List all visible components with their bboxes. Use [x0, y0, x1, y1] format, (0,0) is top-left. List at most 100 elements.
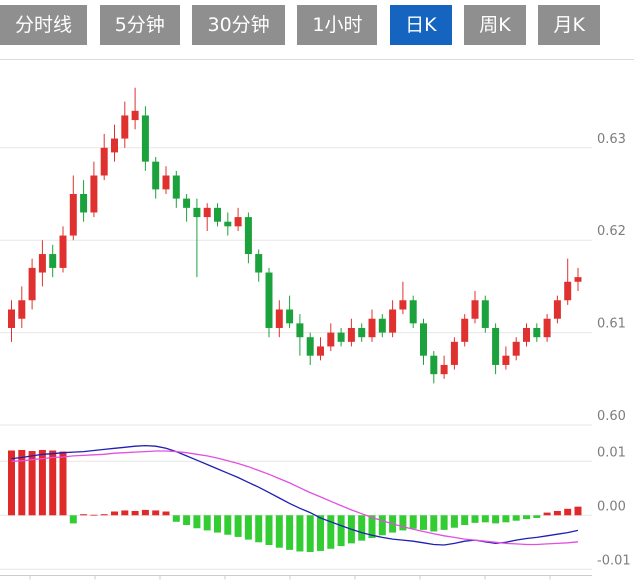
candle [533, 323, 541, 342]
candle-body [430, 355, 438, 375]
macd-bar [409, 515, 417, 529]
candle [461, 314, 469, 347]
macd-bar [358, 515, 366, 541]
macd-bar [553, 510, 561, 516]
candle-body [172, 175, 180, 199]
candle [471, 291, 479, 324]
tab-5分钟[interactable]: 5分钟 [99, 5, 180, 45]
candle-body [533, 327, 541, 338]
candle [162, 166, 170, 194]
candle [255, 249, 263, 282]
macd-bar [327, 515, 335, 549]
candle [111, 124, 118, 162]
candle-body [296, 323, 304, 338]
macd-bar [368, 515, 376, 538]
candle-body [59, 235, 67, 268]
candle [440, 355, 448, 379]
candle-body [131, 110, 139, 121]
candle-body [523, 327, 530, 342]
candle [203, 203, 211, 231]
candle-body [368, 318, 376, 338]
macd-bar [152, 510, 160, 516]
candle-body [28, 267, 36, 301]
candle [409, 295, 417, 328]
macd-bar [183, 515, 191, 526]
candle-body [152, 161, 160, 190]
tab-月K[interactable]: 月K [538, 5, 600, 45]
macd-bar [162, 511, 170, 516]
macd-bar [193, 515, 201, 529]
candle-body [121, 115, 129, 139]
dea-line [11, 450, 579, 546]
candle [193, 198, 201, 278]
candle-body [461, 318, 469, 342]
macd-bar [430, 515, 438, 532]
candle-body [90, 175, 98, 213]
candle [450, 337, 458, 370]
macd-bar [481, 515, 489, 523]
candle [399, 281, 407, 315]
candle-body [553, 300, 561, 319]
tab-日K[interactable]: 日K [390, 5, 452, 45]
candle [49, 244, 57, 278]
candle-body [141, 115, 149, 162]
candle [152, 157, 160, 199]
macd-bar [90, 514, 98, 516]
candle-body [317, 346, 324, 356]
candle-body [306, 337, 314, 356]
macd-bar [69, 515, 77, 524]
tab-分时线[interactable]: 分时线 [0, 5, 88, 45]
candle-body [193, 207, 201, 218]
tab-1小时[interactable]: 1小时 [297, 5, 378, 45]
candle [502, 346, 510, 370]
candle [368, 309, 376, 342]
candle-body [8, 309, 15, 328]
macd-bar [275, 515, 283, 548]
x-axis [0, 575, 592, 580]
macd-bar [502, 515, 510, 523]
tab-周K[interactable]: 周K [464, 5, 526, 45]
macd-bar [512, 515, 520, 521]
candle [141, 106, 149, 171]
candle-body [80, 193, 88, 213]
candle [69, 175, 77, 241]
candle [8, 300, 15, 342]
macd-bar [533, 515, 541, 518]
y-axis-label: 0.60 [597, 409, 626, 424]
macd-bar [28, 451, 36, 516]
candle [327, 323, 335, 352]
candle-body [244, 217, 252, 255]
candle-body [389, 309, 397, 333]
macd-bar [317, 515, 324, 551]
candle [265, 267, 273, 338]
macd-bar [49, 450, 57, 516]
macd-bar [523, 515, 530, 520]
candle-body [337, 332, 345, 342]
macd-bar [306, 515, 314, 553]
candle-body [100, 147, 108, 176]
y-axis-label: 0.61 [597, 317, 626, 332]
candle [564, 258, 572, 305]
timeframe-tabbar: 分时线 5分钟 30分钟 1小时 日K 周K 月K [0, 0, 600, 54]
macd-bar [203, 515, 211, 531]
candle [389, 300, 397, 338]
candle-body [49, 254, 57, 268]
macd-panel [8, 444, 582, 553]
candle [574, 267, 582, 292]
macd-bar [131, 510, 139, 516]
tab-30分钟[interactable]: 30分钟 [192, 5, 285, 45]
macd-bar [172, 515, 180, 522]
candle-body [69, 193, 77, 236]
grid-layer: 0.63 0.62 0.61 0.60 0.01 0.00 -0.01 [0, 132, 631, 570]
macd-bar [244, 515, 252, 540]
candle-body [502, 355, 510, 365]
candle-body [450, 341, 458, 365]
macd-bar [450, 515, 458, 528]
candlestick-panel [8, 87, 582, 384]
candle [214, 203, 221, 227]
candle-body [358, 327, 366, 338]
macd-bar [471, 515, 479, 523]
candle-body [286, 309, 294, 324]
candle-body [234, 217, 242, 227]
macd-bar [337, 515, 345, 547]
